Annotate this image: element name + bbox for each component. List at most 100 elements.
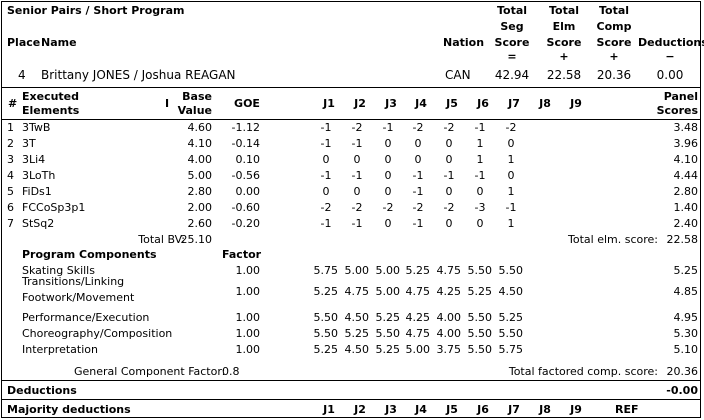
segment-title: Senior Pairs / Short Program xyxy=(7,4,185,17)
majority-judge: J4 xyxy=(415,403,427,416)
element-goe: 0.10 xyxy=(235,153,261,166)
judge-score: 0 xyxy=(414,153,422,166)
component-judge-score: 5.25 xyxy=(313,343,339,356)
element-number: 7 xyxy=(7,217,14,230)
tes-header-1: Total xyxy=(548,4,580,17)
judge-score: 1 xyxy=(476,153,484,166)
judge-score: -1 xyxy=(320,169,332,182)
tes-header-4: + xyxy=(559,50,569,63)
deductions-label: Deductions xyxy=(7,384,77,397)
judge-score: 0 xyxy=(476,185,484,198)
component-judge-score: 5.50 xyxy=(313,311,339,324)
judge-score: -1 xyxy=(505,201,517,214)
component-judge-score: 4.75 xyxy=(436,264,462,277)
element-base-value: 2.60 xyxy=(187,217,213,230)
judge-score: 0 xyxy=(507,137,515,150)
majority-judge: J8 xyxy=(539,403,551,416)
judge-score: 0 xyxy=(414,137,422,150)
component-judge-score: 4.50 xyxy=(344,343,370,356)
pcs-header-1: Total xyxy=(598,4,630,17)
judge-score: 0 xyxy=(353,153,361,166)
name-header: Name xyxy=(41,36,77,49)
judge-score: -1 xyxy=(320,217,332,230)
judge-score: 0 xyxy=(384,217,392,230)
element-panel-score: 2.40 xyxy=(673,217,699,230)
component-judge-score: 5.00 xyxy=(375,264,401,277)
judge-score: -2 xyxy=(505,121,517,134)
nation-header: Nation xyxy=(443,36,485,49)
gcf-value: 0.8 xyxy=(222,365,240,378)
ded-header-2: − xyxy=(665,50,675,63)
component-judge-score: 4.50 xyxy=(344,311,370,324)
elements-header: Elements xyxy=(22,104,80,117)
element-code: 3LoTh xyxy=(22,169,56,182)
judge-score: 0 xyxy=(384,137,392,150)
judge-header: J9 xyxy=(570,97,582,110)
component-name: Interpretation xyxy=(22,343,98,356)
divider xyxy=(1,87,701,88)
component-judge-score: 5.50 xyxy=(467,327,493,340)
component-factor: 1.00 xyxy=(235,311,261,324)
component-judge-score: 5.50 xyxy=(313,327,339,340)
judge-score: 1 xyxy=(476,137,484,150)
skater-nation: CAN xyxy=(445,68,471,82)
majority-judge: J9 xyxy=(570,403,582,416)
judge-score: 0 xyxy=(322,153,330,166)
judge-score: -1 xyxy=(382,121,394,134)
judge-header: J1 xyxy=(323,97,335,110)
element-goe: -0.60 xyxy=(231,201,260,214)
base-header-1: Base xyxy=(182,90,212,103)
component-factor: 1.00 xyxy=(235,327,261,340)
component-judge-score: 3.75 xyxy=(436,343,462,356)
judge-score: 0 xyxy=(476,217,484,230)
element-number: 6 xyxy=(7,201,14,214)
component-judge-score: 5.50 xyxy=(467,311,493,324)
num-header: # xyxy=(8,97,18,110)
judge-score: -1 xyxy=(320,137,332,150)
component-judge-score: 4.50 xyxy=(498,285,524,298)
judge-score: -3 xyxy=(474,201,486,214)
element-goe: 0.00 xyxy=(235,185,261,198)
judge-score: 0 xyxy=(353,185,361,198)
ded-header-1: Deductions xyxy=(638,36,704,49)
majority-ref: REF xyxy=(615,403,639,416)
judge-score: -1 xyxy=(412,217,424,230)
pcs-header-2: Comp xyxy=(596,20,632,33)
judge-score: 0 xyxy=(445,217,453,230)
tes-header-3: Score xyxy=(546,36,582,49)
judge-score: -1 xyxy=(351,137,363,150)
element-base-value: 4.60 xyxy=(187,121,213,134)
component-judge-score: 4.25 xyxy=(405,311,431,324)
skater-tss: 42.94 xyxy=(494,68,530,82)
component-name: Skating Skills xyxy=(22,264,95,277)
components-header: Program Components xyxy=(22,248,157,261)
judge-header: J7 xyxy=(508,97,520,110)
deductions-value: -0.00 xyxy=(666,384,698,397)
element-base-value: 4.00 xyxy=(187,153,213,166)
judge-score: -2 xyxy=(382,201,394,214)
component-judge-score: 5.25 xyxy=(344,327,370,340)
tss-header-1: Total xyxy=(496,4,528,17)
majority-judge: J3 xyxy=(385,403,397,416)
gcf-label: General Component Factor: xyxy=(74,365,226,378)
tss-header-3: Score xyxy=(494,36,530,49)
judge-score: 0 xyxy=(322,185,330,198)
judge-header: J5 xyxy=(446,97,458,110)
component-judge-score: 4.00 xyxy=(436,327,462,340)
element-goe: -0.56 xyxy=(231,169,260,182)
judge-score: -2 xyxy=(351,201,363,214)
judge-score: -1 xyxy=(320,121,332,134)
component-judge-score: 5.00 xyxy=(344,264,370,277)
executed-header: Executed xyxy=(22,90,80,103)
pcs-header-3: Score xyxy=(596,36,632,49)
majority-judge: J1 xyxy=(323,403,335,416)
judge-score: 1 xyxy=(507,217,515,230)
skater-deductions: 0.00 xyxy=(656,68,684,82)
place-header: Place xyxy=(7,36,41,49)
element-number: 2 xyxy=(7,137,14,150)
component-factor: 1.00 xyxy=(235,343,261,356)
component-judge-score: 5.50 xyxy=(498,327,524,340)
judge-header: J6 xyxy=(477,97,489,110)
element-base-value: 4.10 xyxy=(187,137,213,150)
majority-label: Majority deductions xyxy=(7,403,131,416)
